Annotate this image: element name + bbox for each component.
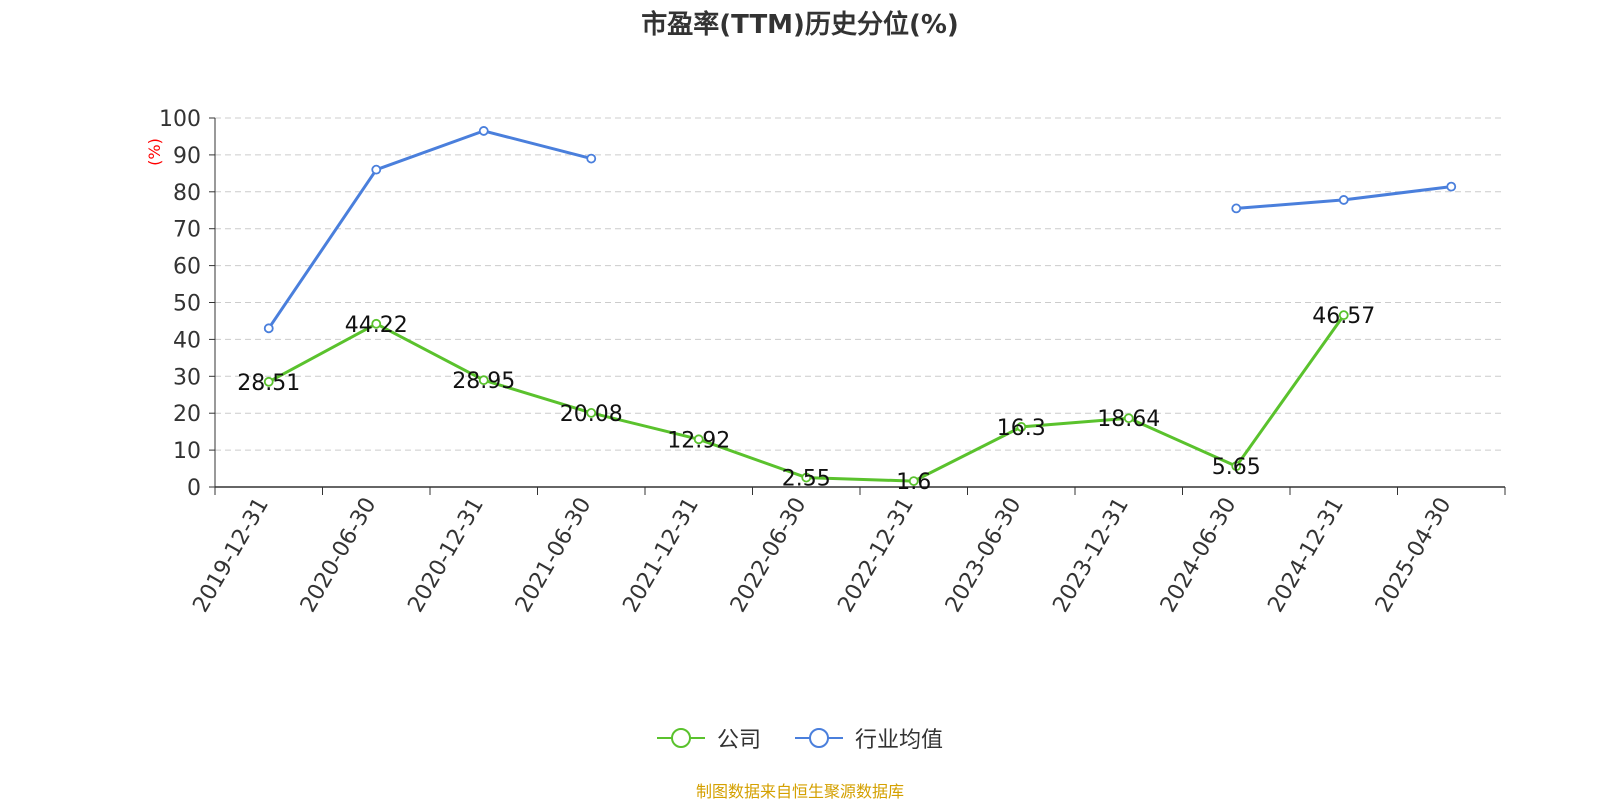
- x-tick-label: 2019-12-31: [188, 494, 274, 617]
- data-label: 28.51: [237, 371, 300, 396]
- legend: 公司 行业均值: [0, 722, 1600, 754]
- y-tick-label: 0: [187, 476, 201, 501]
- data-label: 18.64: [1097, 407, 1160, 432]
- y-tick-label: 20: [173, 402, 201, 427]
- axis-layer: 0 10 20 30 40 50 60 70 80 90 100 (%) 2019-12-31 2020-…: [145, 107, 1506, 617]
- x-tick-label: 2025-04-30: [1371, 494, 1457, 617]
- data-point-1: [371, 164, 382, 175]
- data-label-layer: 28.51 44.22 28.95 20.08 12.92 2.55 1.6 16.3 18.6…: [237, 304, 1375, 495]
- data-label: 20.08: [560, 402, 623, 427]
- y-tick-label: 70: [173, 218, 201, 243]
- series-layer: [263, 126, 1457, 486]
- legend-company-icon: [656, 728, 705, 748]
- y-tick-label: 10: [173, 439, 201, 464]
- data-label: 44.22: [345, 313, 408, 338]
- data-point-1: [478, 126, 489, 136]
- legend-industry-label: 行业均值: [855, 728, 944, 753]
- source-note: 制图数据来自恒生聚源数据库: [695, 782, 904, 801]
- y-tick-label: 40: [173, 328, 201, 353]
- data-label: 12.92: [667, 428, 730, 453]
- data-label: 5.65: [1212, 455, 1261, 480]
- x-tick-label: 2024-06-30: [1156, 494, 1242, 617]
- x-tick-label: 2022-12-31: [833, 494, 919, 617]
- data-label: 16.3: [997, 416, 1046, 441]
- x-tick-label: 2023-06-30: [941, 494, 1027, 617]
- legend-item-industry[interactable]: 行业均值: [795, 722, 943, 754]
- x-tick-label: 2020-12-31: [403, 494, 489, 617]
- legend-industry-icon: [795, 728, 843, 748]
- data-point-0: [586, 408, 597, 418]
- series-line-1: [267, 129, 592, 330]
- data-point-0: [1231, 461, 1242, 472]
- data-label: 46.57: [1312, 304, 1375, 329]
- y-tick-label: 50: [173, 292, 201, 317]
- data-point-1: [263, 323, 274, 334]
- data-point-0: [908, 476, 919, 486]
- series-line-0: [268, 314, 1346, 483]
- x-tick-label: 2021-06-30: [511, 494, 597, 617]
- y-tick-label: 80: [173, 181, 201, 206]
- data-point-1: [1338, 195, 1349, 205]
- grid-layer: [215, 117, 1505, 451]
- y-tick-label: 60: [173, 255, 201, 280]
- data-point-1: [586, 153, 597, 164]
- y-axis-label: (%): [145, 138, 164, 166]
- x-tick-label: 2022-06-30: [726, 494, 812, 617]
- x-tick-label: 2023-12-31: [1048, 494, 1134, 617]
- x-tick-label: 2020-06-30: [296, 494, 382, 617]
- x-tick-label: 2021-12-31: [618, 494, 704, 617]
- chart-title: 市盈率(TTM)历史分位(%): [641, 10, 959, 40]
- data-point-0: [263, 376, 274, 387]
- data-point-0: [1338, 310, 1349, 321]
- data-point-0: [801, 472, 812, 483]
- data-point-0: [478, 375, 489, 386]
- data-point-0: [1123, 413, 1134, 424]
- data-label: 28.95: [452, 369, 515, 394]
- y-tick-label: 90: [173, 144, 201, 169]
- data-point-0: [371, 318, 382, 329]
- y-tick-label: 100: [159, 107, 201, 132]
- legend-company-label: 公司: [716, 728, 761, 753]
- data-point-1: [1231, 203, 1242, 214]
- data-point-0: [693, 434, 704, 445]
- y-tick-label: 30: [173, 365, 201, 390]
- x-tick-label: 2024-12-31: [1263, 494, 1349, 617]
- data-label: 2.55: [782, 467, 831, 492]
- data-point-1: [1446, 181, 1457, 192]
- legend-item-company[interactable]: 公司: [656, 722, 761, 754]
- data-point-0: [1016, 421, 1027, 432]
- data-label: 1.6: [896, 470, 931, 495]
